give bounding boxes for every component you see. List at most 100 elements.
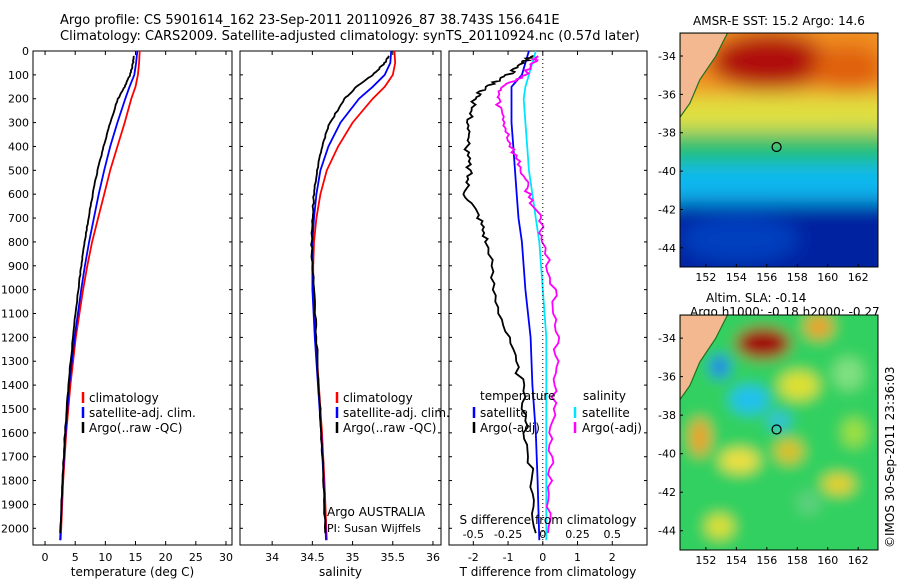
depth-tick-label: 1500 [1, 403, 29, 416]
temperature-x-tick-label: 5 [72, 551, 79, 564]
salinity-x-tick-label: 36 [426, 551, 440, 564]
argo-australia-label: Argo AUSTRALIA [327, 505, 426, 519]
legend-salinity-title: salinity [583, 389, 626, 403]
sst-map-field [680, 33, 878, 267]
depth-tick-label: 1000 [1, 284, 29, 297]
sla-anomaly [796, 491, 821, 515]
difference-s-tick-label: -0.5 [463, 528, 484, 541]
sst-map-y-tick-label: -38 [658, 127, 676, 140]
sla-map-x-tick-label: 162 [848, 554, 869, 567]
sst-map-y-tick-label: -42 [658, 203, 676, 216]
sst-map-title: AMSR-E SST: 15.2 Argo: 14.6 [693, 14, 865, 28]
difference-s-tick-label: -0.25 [494, 528, 522, 541]
temperature-x-label: temperature (deg C) [71, 565, 194, 579]
sla-map-x-tick-label: 156 [756, 554, 777, 567]
sla-map-land [680, 315, 729, 401]
difference-x-label: T difference from climatology [459, 565, 637, 579]
salinity-x-tick-label: 35.5 [381, 551, 406, 564]
depth-tick-label: 700 [8, 212, 29, 225]
sst-map-land [680, 33, 729, 119]
sla-map-x-tick-label: 158 [787, 554, 808, 567]
temperature-x-tick-label: 15 [129, 551, 143, 564]
legend-salinity-label: satellite [582, 406, 630, 420]
sst-map-y-tick-label: -44 [658, 242, 676, 255]
difference-x-tick-label: -1 [503, 551, 514, 564]
temperature-x-tick-label: 0 [42, 551, 49, 564]
depth-tick-label: 100 [8, 69, 29, 82]
depth-tick-label: 1100 [1, 308, 29, 321]
difference-s-tick-label: 0 [539, 528, 546, 541]
temperature-series-satellite-adj-clim- [59, 50, 139, 541]
temperature-legend-label: climatology [89, 391, 159, 405]
depth-tick-label: 1600 [1, 427, 29, 440]
sla-anomaly [735, 326, 791, 360]
depth-tick-label: 1800 [1, 475, 29, 488]
sla-anomaly [804, 315, 833, 339]
salinity-x-label: salinity [319, 565, 362, 579]
salinity-legend-label: satellite-adj. clim. [343, 406, 450, 420]
depth-tick-label: 1900 [1, 498, 29, 511]
sla-map-title-1: Altim. SLA: -0.14 [706, 291, 807, 305]
sla-anomaly [719, 448, 760, 473]
sla-anomaly [779, 371, 819, 400]
sla-map-y-tick-label: -36 [658, 371, 676, 384]
sla-anomaly [832, 357, 865, 391]
difference-x-tick-label: 2 [609, 551, 616, 564]
salinity-series-climatology [312, 50, 397, 541]
sla-map-x-tick-label: 152 [695, 554, 716, 567]
sla-map-field [680, 315, 878, 550]
depth-tick-label: 500 [8, 164, 29, 177]
sst-map-y-tick-label: -40 [658, 165, 676, 178]
temperature-legend-label: satellite-adj. clim. [89, 406, 196, 420]
temperature-frame [32, 50, 233, 546]
depth-tick-label: 1300 [1, 355, 29, 368]
depth-tick-label: 400 [8, 140, 29, 153]
sla-map-argo-marker [771, 424, 782, 435]
sst-map-x-tick-label: 156 [756, 271, 777, 284]
difference-s-tick-label: 0.25 [565, 528, 590, 541]
temperature-x-tick-label: 30 [219, 551, 233, 564]
sst-core [709, 33, 829, 90]
sst-map-x-tick-label: 160 [817, 271, 838, 284]
depth-tick-label: 300 [8, 117, 29, 130]
temperature-series-climatology [59, 50, 141, 541]
salinity-x-tick-label: 34 [265, 551, 279, 564]
depth-tick-label: 800 [8, 236, 29, 249]
title-line-1: Argo profile: CS 5901614_162 23-Sep-2011… [60, 13, 560, 28]
sst-map-x-tick-label: 154 [726, 271, 747, 284]
sst-map-image [680, 33, 878, 267]
sla-map-y-tick-label: -44 [658, 525, 676, 538]
sst-map-x-tick-label: 162 [848, 271, 869, 284]
difference-series-s-argo-adj- [494, 55, 561, 534]
depth-tick-label: 2000 [1, 522, 29, 535]
legend-temperature-title: temperature [480, 389, 555, 403]
sst-map-frame [679, 32, 879, 268]
sst-map-y-tick-label: -34 [658, 50, 676, 63]
title-line-2: Climatology: CARS2009. Satellite-adjuste… [60, 29, 640, 44]
salinity-x-tick-label: 35 [346, 551, 360, 564]
difference-series-t-satellite [510, 50, 541, 541]
depth-tick-label: 900 [8, 260, 29, 273]
temperature-x-tick-label: 20 [159, 551, 173, 564]
depth-tick-label: 600 [8, 188, 29, 201]
sla-map-y-tick-label: -34 [658, 332, 676, 345]
temperature-x-tick-label: 10 [98, 551, 112, 564]
sla-anomaly [842, 418, 867, 447]
sla-map-x-tick-label: 160 [817, 554, 838, 567]
difference-series-t-argo-adj- [462, 54, 537, 534]
temperature-legend-label: Argo(..raw -QC) [89, 421, 182, 435]
sla-anomaly [822, 474, 855, 494]
sla-map-y-tick-label: -38 [658, 409, 676, 422]
sla-map-y-tick-label: -42 [658, 486, 676, 499]
legend-salinity-label: Argo(-adj) [582, 421, 642, 435]
sla-anomaly [709, 354, 730, 379]
sla-anomaly [689, 418, 710, 457]
difference-x-tick-label: -2 [468, 551, 479, 564]
depth-tick-label: 1400 [1, 379, 29, 392]
difference-x-tick-label: 0 [539, 551, 546, 564]
sla-map-image [680, 315, 878, 550]
sla-map-x-tick-label: 154 [726, 554, 747, 567]
legend-temperature-label: satellite [480, 406, 528, 420]
sst-map-y-tick-label: -36 [658, 88, 676, 101]
